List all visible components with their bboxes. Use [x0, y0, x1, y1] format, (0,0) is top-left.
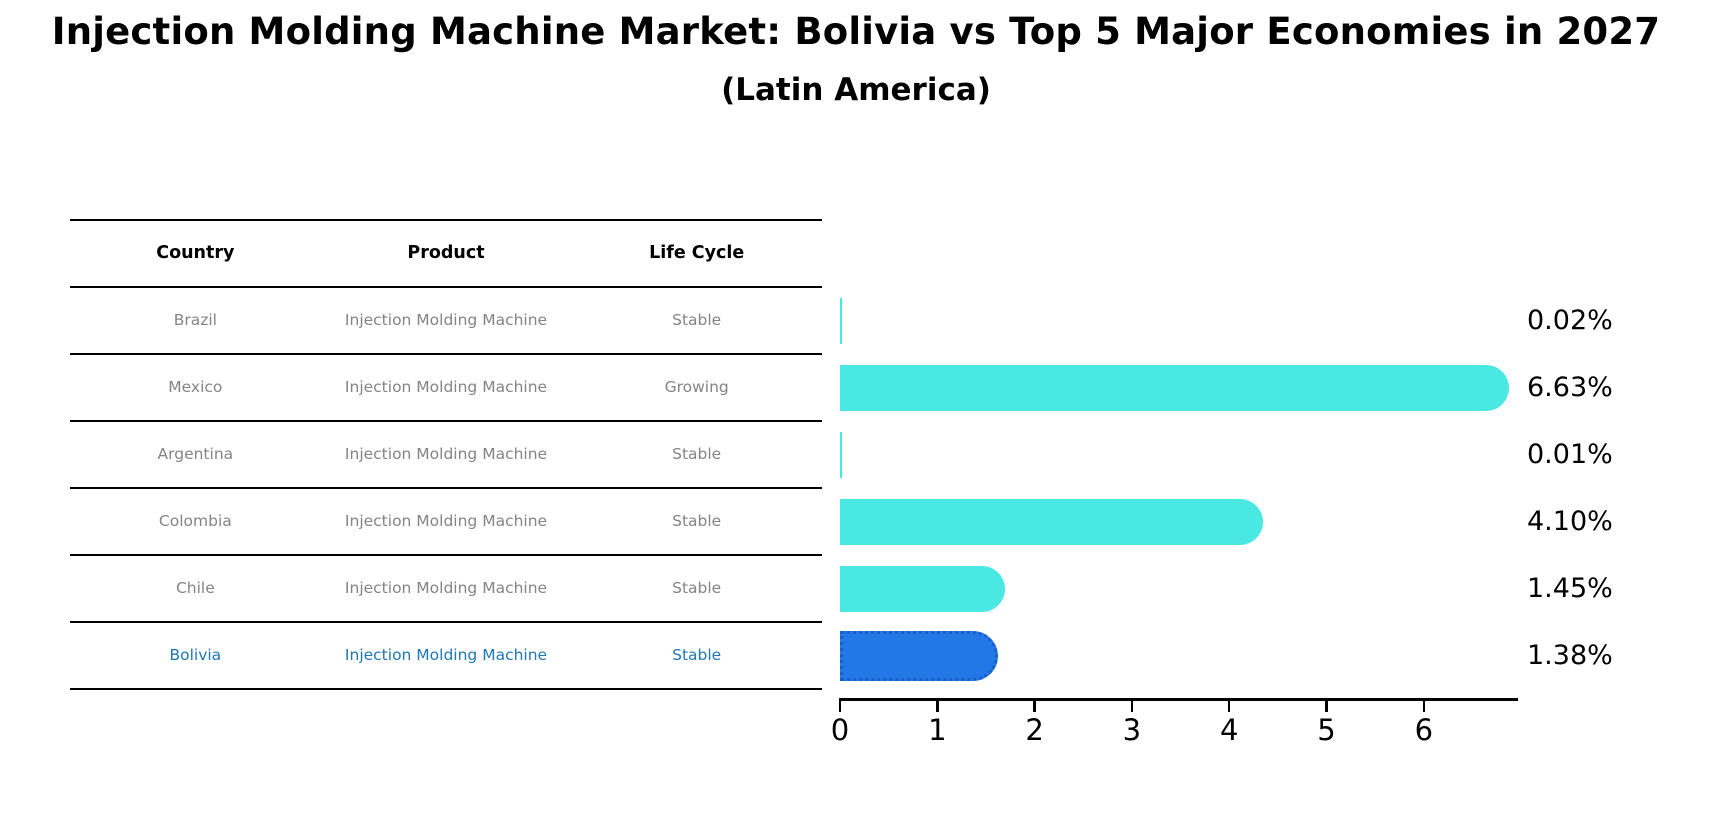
cell-life-cycle: Stable — [672, 512, 722, 531]
value-label-argentina: 0.01% — [1527, 439, 1613, 470]
cell-country: Argentina — [157, 445, 234, 464]
x-axis-line — [839, 698, 1518, 701]
column-header-life-cycle: Life Cycle — [649, 243, 745, 263]
value-label-brazil: 0.02% — [1527, 305, 1613, 336]
cell-country: Mexico — [168, 378, 223, 397]
cell-life-cycle: Stable — [672, 646, 722, 665]
cell-life-cycle: Stable — [672, 445, 722, 464]
cell-country: Chile — [175, 579, 215, 598]
cell-life-cycle: Stable — [672, 579, 722, 598]
cell-product: Injection Molding Machine — [344, 378, 548, 397]
x-tick-mark-2 — [1033, 701, 1036, 712]
x-tick-mark-6 — [1422, 701, 1426, 712]
bar-colombia — [840, 499, 1263, 545]
chart-title: Injection Molding Machine Market: Bolivi… — [51, 10, 1661, 53]
value-label-colombia: 4.10% — [1527, 506, 1613, 537]
x-tick-mark-3 — [1130, 701, 1134, 712]
bar-brazil — [840, 298, 842, 344]
x-tick-label-2: 2 — [1025, 713, 1044, 747]
bar-bolivia — [840, 631, 999, 681]
value-label-mexico: 6.63% — [1527, 372, 1613, 403]
table-row-chile: Chile Injection Molding Machine Stable — [70, 556, 822, 623]
x-tick-label-3: 3 — [1122, 713, 1142, 747]
bar-chile — [840, 566, 1006, 612]
table-body: Brazil Injection Molding Machine Stable Mex… — [70, 288, 822, 690]
cell-product: Injection Molding Machine — [344, 646, 548, 665]
x-tick-mark-0 — [838, 701, 842, 712]
column-header-country: Country — [156, 243, 235, 263]
table-row-argentina: Argentina Injection Molding Machine Stable — [70, 422, 822, 489]
table-row-brazil: Brazil Injection Molding Machine Stable — [70, 288, 822, 355]
cell-country: Brazil — [173, 311, 217, 330]
x-tick-label-5: 5 — [1317, 713, 1336, 747]
x-tick-label-6: 6 — [1414, 713, 1434, 747]
table-row-colombia: Colombia Injection Molding Machine Stable — [70, 489, 822, 556]
x-tick-label-0: 0 — [830, 713, 850, 747]
table-row-bolivia: Bolivia Injection Molding Machine Stable — [70, 623, 822, 690]
value-label-bolivia: 1.38% — [1527, 640, 1613, 671]
value-label-chile: 1.45% — [1527, 573, 1613, 604]
cell-life-cycle: Growing — [664, 378, 729, 397]
x-tick-mark-4 — [1227, 701, 1231, 712]
country-table: Country Product Life Cycle Brazil Injecti… — [70, 219, 822, 690]
cell-product: Injection Molding Machine — [344, 445, 548, 464]
cell-product: Injection Molding Machine — [344, 311, 548, 330]
x-tick-label-1: 1 — [928, 713, 947, 747]
cell-life-cycle: Stable — [672, 311, 722, 330]
chart-subtitle: (Latin America) — [721, 72, 991, 108]
cell-country: Colombia — [158, 512, 232, 531]
cell-product: Injection Molding Machine — [344, 579, 548, 598]
bar-argentina — [840, 432, 842, 478]
x-tick-mark-1 — [936, 701, 939, 712]
bar-mexico — [840, 365, 1510, 411]
x-tick-mark-5 — [1325, 701, 1328, 712]
column-header-product: Product — [407, 243, 485, 263]
table-header-row: Country Product Life Cycle — [70, 221, 822, 288]
cell-product: Injection Molding Machine — [344, 512, 548, 531]
cell-country: Bolivia — [169, 646, 222, 665]
table-row-mexico: Mexico Injection Molding Machine Growing — [70, 355, 822, 422]
x-tick-label-4: 4 — [1219, 713, 1239, 747]
